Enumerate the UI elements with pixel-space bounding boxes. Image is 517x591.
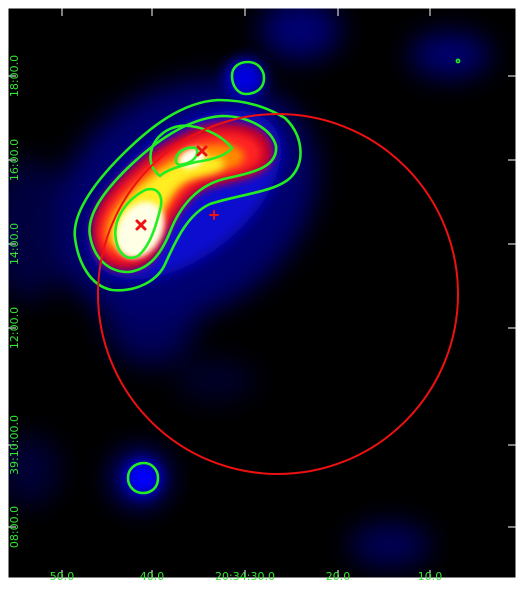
ra-tick-label: 10.0 [418, 570, 443, 583]
ra-tick-label: 20.0 [326, 570, 351, 583]
contour-inner-c [174, 146, 199, 167]
source-b-marker [196, 145, 208, 157]
plot-frame [7, 7, 517, 579]
dec-tick-label: 39:10:00.0 [8, 415, 21, 475]
contour-blob-bottom [126, 461, 160, 495]
contour-blob-top [230, 60, 266, 96]
contour-dot [455, 58, 461, 64]
contour-inner-a [114, 187, 163, 260]
tick-marks [8, 8, 516, 578]
ra-tick-label: 40.0 [140, 570, 165, 583]
dec-tick-label: 18:00.0 [8, 55, 21, 97]
source-a-marker [135, 219, 147, 231]
contour-outer [73, 98, 302, 292]
region-circle [97, 113, 459, 475]
ra-tick-label: 20:34:30.0 [215, 570, 275, 583]
dec-tick-label: 08:00.0 [8, 506, 21, 548]
contour-inner-b [149, 124, 234, 178]
dec-tick-label: 14:00.0 [8, 223, 21, 265]
ra-tick-label: 50.0 [50, 570, 75, 583]
source-c-marker [209, 210, 219, 220]
contours [73, 58, 461, 495]
dec-tick-label: 12:00.0 [8, 307, 21, 349]
dec-tick-label: 16:00.0 [8, 139, 21, 181]
contour-mid [88, 114, 278, 274]
